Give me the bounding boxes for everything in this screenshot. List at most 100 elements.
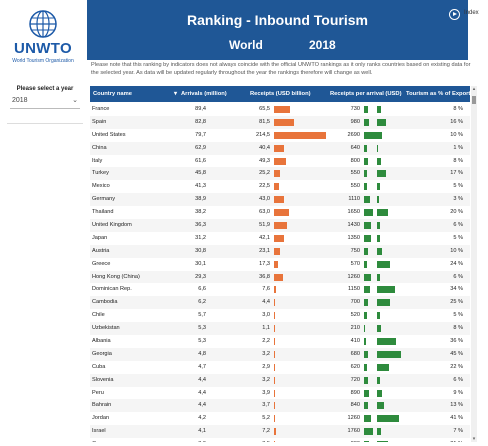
- table-row[interactable]: Hong Kong (China) 29,3 36,8 1260 6 %: [90, 270, 470, 284]
- table-row[interactable]: Georgia 4,8 3,2 680 45 %: [90, 347, 470, 361]
- table-row[interactable]: Thailand 38,2 63,0 1650 20 %: [90, 206, 470, 220]
- scroll-thumb[interactable]: [472, 96, 476, 104]
- table-row[interactable]: Japan 31,2 42,1 1350 5 %: [90, 231, 470, 245]
- receipts-cell: 2,9: [262, 363, 270, 370]
- per-arrival-bar: [364, 350, 368, 358]
- index-label: Index: [464, 10, 479, 16]
- table-row[interactable]: Cuba 4,7 2,9 620 22 %: [90, 360, 470, 374]
- exports-bar: [377, 428, 381, 436]
- receipts-cell: 7,2: [262, 428, 270, 435]
- arrivals-cell: 36,3: [195, 222, 206, 229]
- table-row[interactable]: Chile 5,7 3,0 520 5 %: [90, 309, 470, 323]
- exports-cell: 10 %: [450, 131, 463, 138]
- country-cell: Georgia: [92, 350, 112, 357]
- table-body: France 89,4 65,5 730 8 % Spain 82,8 81,5 980 16 %…: [90, 103, 470, 442]
- table-row[interactable]: China 62,9 40,4 640 1 %: [90, 141, 470, 155]
- exports-cell: 5 %: [453, 312, 463, 319]
- page-title: Ranking - Inbound Tourism: [187, 12, 368, 28]
- receipts-bar: [274, 428, 276, 436]
- exports-bar: [377, 260, 390, 268]
- table-row[interactable]: Mexico 41,3 22,5 550 5 %: [90, 180, 470, 194]
- play-circle-icon: [449, 9, 460, 20]
- per-arrival-bar: [364, 325, 366, 333]
- receipts-bar: [274, 260, 279, 268]
- receipts-cell: 5,2: [262, 415, 270, 422]
- per-arrival-cell: 1150: [347, 286, 360, 293]
- country-cell: Cuba: [92, 363, 106, 370]
- receipts-cell: 49,3: [259, 157, 270, 164]
- table-row[interactable]: Italy 61,6 49,3 800 8 %: [90, 154, 470, 168]
- col-header-per-arrival[interactable]: Receipts per arrival (USD): [330, 91, 402, 97]
- sort-descending-icon[interactable]: ▾: [174, 91, 177, 97]
- table-row[interactable]: United States 79,7 214,5 2690 10 %: [90, 128, 470, 142]
- arrivals-cell: 62,9: [195, 144, 206, 151]
- receipts-bar: [274, 338, 275, 346]
- per-arrival-bar: [364, 209, 373, 217]
- arrivals-cell: 38,9: [195, 196, 206, 203]
- exports-bar: [377, 363, 389, 371]
- receipts-bar: [274, 376, 275, 384]
- year-select[interactable]: 2018 ⌄: [10, 95, 80, 109]
- receipts-cell: 7,6: [262, 286, 270, 293]
- per-arrival-cell: 700: [350, 299, 360, 306]
- per-arrival-cell: 210: [350, 325, 360, 332]
- arrivals-cell: 4,4: [198, 376, 206, 383]
- arrivals-cell: 4,4: [198, 389, 206, 396]
- exports-bar: [377, 299, 391, 307]
- table-row[interactable]: Peru 4,4 3,9 890 9 %: [90, 386, 470, 400]
- receipts-bar: [274, 247, 280, 255]
- exports-cell: 36 %: [450, 338, 463, 345]
- arrivals-cell: 38,2: [195, 209, 206, 216]
- table-row[interactable]: Cambodia 6,2 4,4 700 25 %: [90, 296, 470, 310]
- table-row[interactable]: Bahrain 4,4 3,7 840 13 %: [90, 399, 470, 413]
- per-arrival-bar: [364, 415, 371, 423]
- table-row[interactable]: Spain 82,8 81,5 980 16 %: [90, 115, 470, 129]
- table-row[interactable]: Cyprus3,9 3,5 880 21 %: [90, 438, 470, 442]
- table-row[interactable]: Jordan 4,2 5,2 1260 41 %: [90, 412, 470, 426]
- globe-icon: [29, 10, 57, 38]
- table-row[interactable]: Albania 5,3 2,2 410 36 %: [90, 335, 470, 348]
- table-row[interactable]: United Kingdom 36,3 51,9 1430 6 %: [90, 219, 470, 232]
- receipts-cell: 1,1: [262, 325, 270, 332]
- receipts-cell: 17,3: [259, 260, 270, 267]
- arrivals-cell: 82,8: [195, 118, 206, 125]
- arrivals-cell: 3,9: [176, 438, 206, 442]
- table-row[interactable]: Austria 30,8 23,1 750 10 %: [90, 244, 470, 258]
- table-row[interactable]: Dominican Rep. 6,6 7,6 1150 34 %: [90, 283, 470, 297]
- per-arrival-bar: [364, 260, 367, 268]
- arrivals-cell: 4,8: [198, 350, 206, 357]
- table-row[interactable]: Greece 30,1 17,3 570 24 %: [90, 257, 470, 271]
- table-row[interactable]: Israel 4,1 7,2 1760 7 %: [90, 425, 470, 439]
- exports-bar: [377, 183, 380, 191]
- per-arrival-cell: 550: [350, 170, 360, 177]
- index-button[interactable]: Index: [446, 8, 484, 22]
- arrivals-cell: 31,2: [195, 234, 206, 241]
- scroll-up-icon[interactable]: ▴: [472, 86, 476, 92]
- table-row[interactable]: Germany 38,9 43,0 1110 3 %: [90, 193, 470, 207]
- country-cell: Jordan: [92, 415, 110, 422]
- country-cell: Cyprus: [90, 438, 174, 442]
- per-arrival-cell: 550: [350, 183, 360, 190]
- unwto-logo: UNWTO World Tourism Organization: [0, 0, 86, 78]
- per-arrival-cell: 1260: [347, 415, 360, 422]
- table-row[interactable]: Turkey 45,8 25,2 550 17 %: [90, 167, 470, 181]
- country-cell: Albania: [92, 338, 111, 345]
- vertical-scrollbar[interactable]: ▴ ▾: [471, 86, 477, 442]
- arrivals-cell: 4,4: [198, 402, 206, 409]
- per-arrival-bar: [364, 428, 374, 436]
- col-header-exports[interactable]: Tourism as % of Exports: [406, 91, 474, 97]
- country-cell: Greece: [92, 260, 111, 267]
- table-row[interactable]: Slovenia 4,4 3,2 720 6 %: [90, 373, 470, 387]
- logo-subtitle: World Tourism Organization: [12, 58, 74, 64]
- table-row[interactable]: Uzbekistan 5,3 1,1 210 8 %: [90, 322, 470, 336]
- col-header-arrivals[interactable]: Arrivals (million): [181, 91, 227, 97]
- country-cell: France: [92, 106, 110, 112]
- col-header-country[interactable]: Country name: [93, 91, 132, 97]
- per-arrival-cell: 720: [350, 376, 360, 383]
- col-header-receipts[interactable]: Receipts (USD billion): [250, 91, 311, 97]
- scroll-down-icon[interactable]: ▾: [472, 436, 476, 442]
- table-row[interactable]: France 89,4 65,5 730 8 %: [90, 103, 470, 116]
- per-arrival-bar: [364, 247, 368, 255]
- country-cell: Peru: [92, 389, 104, 396]
- per-arrival-cell: 1350: [347, 234, 360, 241]
